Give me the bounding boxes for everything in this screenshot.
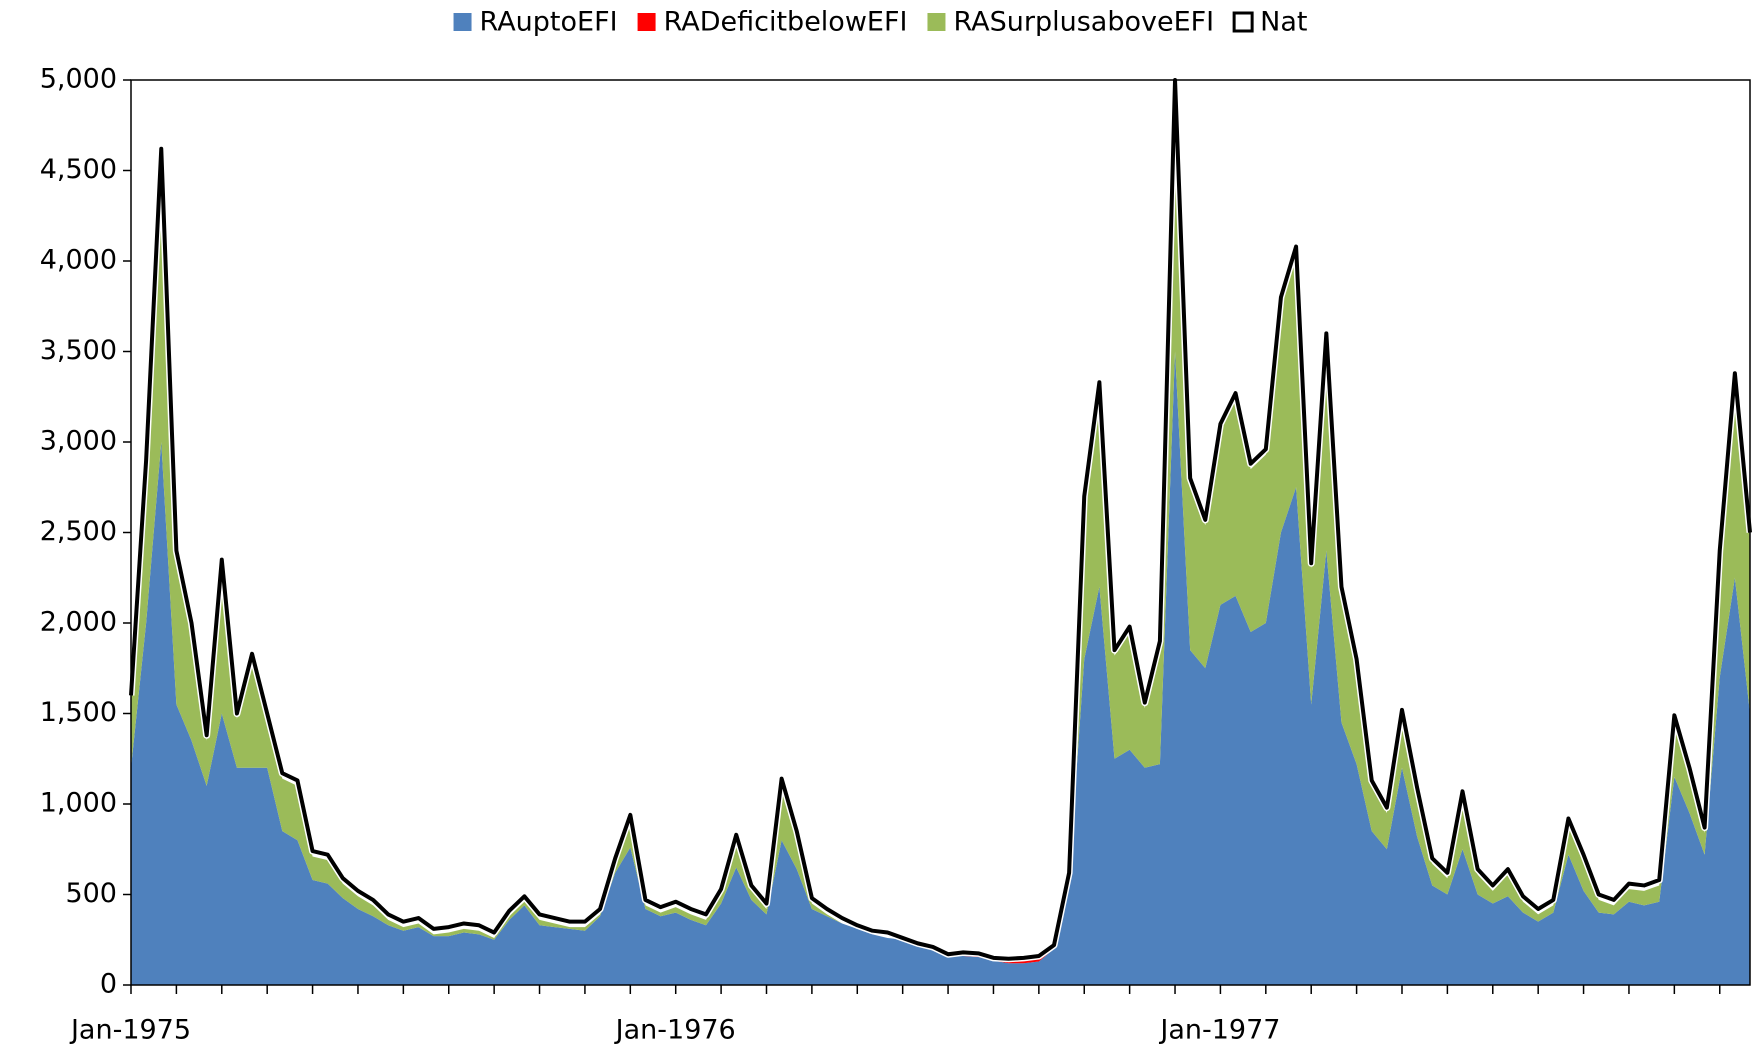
- y-tick-label: 2,500: [40, 516, 117, 547]
- legend-swatch: [453, 13, 472, 31]
- legend-label: RASurplusaboveEFI: [953, 7, 1214, 38]
- legend-swatch: [927, 13, 946, 31]
- y-tick-label: 1,000: [40, 788, 117, 819]
- x-tick-label: Jan-1976: [614, 1015, 736, 1046]
- legend-label: Nat: [1260, 7, 1307, 38]
- area: [131, 85, 1750, 959]
- y-tick-label: 3,000: [40, 426, 117, 457]
- y-tick-label: 4,500: [40, 154, 117, 185]
- legend-swatch: [1232, 11, 1254, 33]
- area: [131, 351, 1750, 985]
- y-tick-label: 0: [100, 969, 117, 1000]
- legend: RAuptoEFI RADeficitbelowEFI RASurplusabove…: [453, 7, 1307, 38]
- y-tick-label: 1,500: [40, 697, 117, 728]
- legend-swatch: [637, 13, 656, 31]
- y-tick-label: 4,000: [40, 245, 117, 276]
- y-tick-label: 2,000: [40, 607, 117, 638]
- line: [127, 76, 1752, 963]
- y-tick-label: 3,500: [40, 335, 117, 366]
- legend-label: RADeficitbelowEFI: [664, 7, 908, 38]
- line: [129, 78, 1752, 961]
- plot-frame: [130, 79, 1751, 986]
- y-tick-label: 5,000: [40, 64, 117, 95]
- y-tick-label: 500: [65, 878, 117, 909]
- legend-label: RAuptoEFI: [480, 7, 618, 38]
- x-tick-label: Jan-1977: [1158, 1015, 1280, 1046]
- x-tick-label: Jan-1975: [69, 1015, 191, 1046]
